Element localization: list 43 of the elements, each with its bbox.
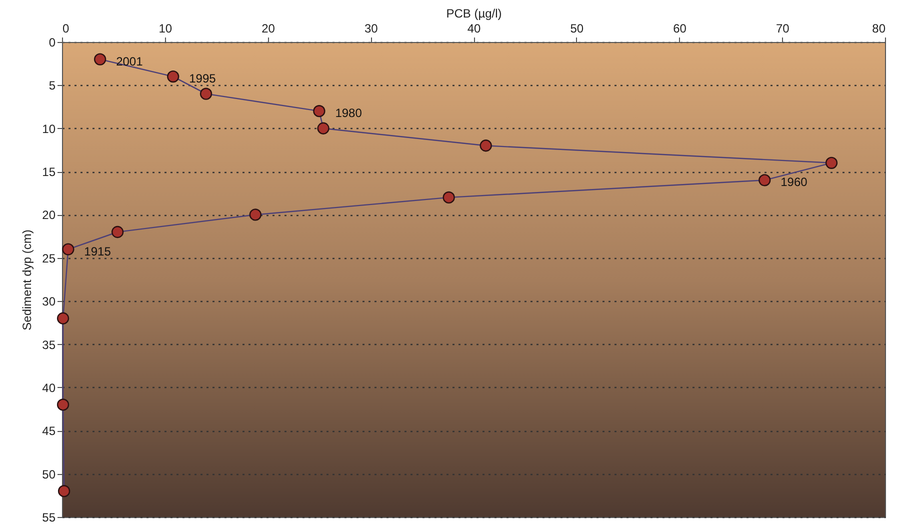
x-axis-title: PCB (µg/l) xyxy=(446,6,502,20)
point xyxy=(313,105,326,118)
x-tick-label: 30 xyxy=(364,22,378,36)
annotation: 1995 xyxy=(189,72,216,86)
annotation: 1960 xyxy=(780,175,808,190)
annotation: 1980 xyxy=(335,106,362,120)
point xyxy=(94,53,106,66)
point xyxy=(317,122,330,134)
y-axis-title: Sediment dyp (cm) xyxy=(20,230,34,330)
y-tick-label: 10 xyxy=(42,122,56,136)
annotation: 1915 xyxy=(84,244,112,258)
x-tick-label: 80 xyxy=(872,22,886,36)
y-tick-label: 25 xyxy=(42,251,56,266)
y-tick-label: 15 xyxy=(42,165,56,180)
point xyxy=(56,312,70,324)
point xyxy=(111,226,124,238)
y-tick-label: 0 xyxy=(48,36,56,50)
point xyxy=(480,140,492,152)
x-tick-label: 0 xyxy=(62,22,70,36)
y-tick-label: 40 xyxy=(42,380,56,395)
x-tick-label: 50 xyxy=(570,22,584,36)
y-tick-label: 30 xyxy=(42,294,56,309)
point xyxy=(167,70,180,83)
x-tick-label: 40 xyxy=(467,22,481,36)
y-tick-label: 20 xyxy=(42,208,56,222)
point xyxy=(442,191,455,204)
x-tick-label: 70 xyxy=(776,22,790,36)
y-tick-label: 55 xyxy=(42,510,56,524)
point xyxy=(62,243,74,256)
point xyxy=(200,88,212,100)
y-tick-label: 50 xyxy=(42,467,56,482)
point xyxy=(825,156,838,169)
annotation: 2001 xyxy=(116,54,144,68)
x-tick-label: 20 xyxy=(262,22,276,36)
y-tick-label: 45 xyxy=(42,424,56,438)
x-tick-label: 10 xyxy=(158,22,172,36)
y-tick-label: 35 xyxy=(42,338,56,352)
point xyxy=(249,208,262,221)
point xyxy=(58,485,70,498)
point xyxy=(758,174,771,186)
x-tick-label: 60 xyxy=(673,22,687,36)
y-tick-label: 5 xyxy=(48,78,56,93)
point xyxy=(56,398,70,411)
